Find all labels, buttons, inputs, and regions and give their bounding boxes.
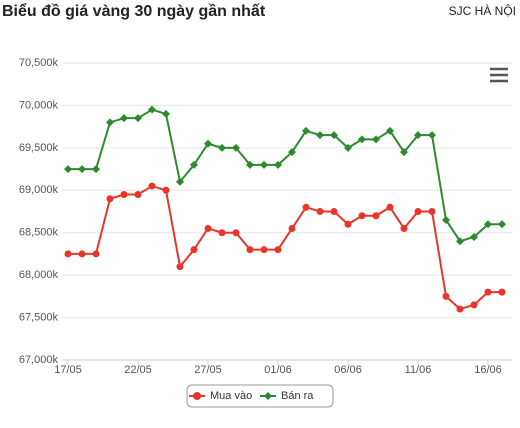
legend-marker — [193, 392, 201, 400]
point — [414, 208, 422, 215]
point — [400, 148, 408, 157]
point — [106, 195, 114, 203]
x-tick-label: 11/06 — [405, 364, 432, 376]
series-line — [68, 108, 502, 243]
point — [246, 160, 254, 169]
y-tick-label: 69,500k — [19, 142, 59, 154]
point — [260, 246, 268, 254]
point — [470, 301, 478, 309]
y-tick-label: 67,500k — [19, 311, 59, 323]
point — [456, 237, 464, 246]
point — [134, 191, 142, 199]
point — [442, 292, 450, 300]
point — [92, 250, 100, 258]
point — [218, 143, 226, 152]
point — [106, 118, 114, 127]
point — [414, 131, 422, 140]
point — [232, 143, 240, 152]
point — [428, 131, 436, 140]
point — [484, 220, 492, 229]
point — [358, 135, 366, 144]
point — [232, 229, 240, 237]
point — [120, 191, 128, 199]
y-tick-label: 68,500k — [19, 227, 59, 239]
legend-box — [186, 384, 334, 408]
point — [456, 305, 464, 313]
point — [274, 160, 282, 169]
point — [204, 139, 212, 148]
point — [260, 160, 268, 169]
point — [190, 246, 198, 254]
point — [484, 288, 492, 296]
point — [316, 208, 324, 215]
point — [148, 105, 156, 114]
point — [386, 203, 394, 211]
point — [204, 224, 212, 232]
point — [302, 126, 310, 135]
y-tick-label: 70,000k — [19, 99, 59, 111]
point — [498, 288, 506, 296]
point — [92, 165, 100, 174]
point — [162, 186, 170, 194]
point — [218, 229, 226, 237]
legend-marker — [264, 392, 272, 400]
point — [274, 246, 282, 254]
point — [330, 131, 338, 140]
point — [176, 263, 184, 271]
x-tick-label: 01/06 — [264, 364, 292, 376]
point — [358, 212, 366, 220]
x-tick-label: 27/05 — [194, 364, 222, 376]
y-tick-label: 67,000k — [19, 354, 59, 366]
point — [148, 182, 156, 190]
legend-label: Mua vào — [210, 390, 252, 402]
point — [442, 215, 450, 224]
y-tick-label: 69,000k — [19, 184, 59, 196]
point — [78, 165, 86, 174]
chart-title: Biểu đồ giá vàng 30 ngày gần nhất — [2, 2, 266, 20]
point — [344, 220, 352, 228]
point — [162, 109, 170, 118]
point — [372, 135, 380, 144]
x-tick-label: 06/06 — [334, 364, 362, 376]
chart-subtitle: SJC HÀ NỘI — [449, 3, 516, 18]
x-tick-label: 22/05 — [124, 364, 152, 376]
point — [400, 224, 408, 232]
y-tick-label: 68,000k — [19, 269, 59, 281]
x-tick-label: 17/05 — [54, 364, 82, 376]
menu-icon[interactable] — [490, 67, 508, 83]
point — [288, 224, 296, 232]
y-tick-label: 70,500k — [19, 57, 59, 69]
point — [330, 208, 338, 215]
point — [64, 250, 72, 258]
point — [288, 148, 296, 157]
point — [498, 220, 506, 229]
point — [316, 131, 324, 140]
point — [344, 143, 352, 152]
point — [120, 114, 128, 123]
point — [64, 165, 72, 174]
point — [176, 177, 184, 186]
point — [386, 126, 394, 135]
point — [470, 232, 478, 241]
point — [134, 114, 142, 123]
series-line — [68, 184, 502, 311]
point — [428, 208, 436, 215]
point — [372, 212, 380, 220]
point — [78, 250, 86, 258]
point — [190, 160, 198, 169]
legend-label: Bán ra — [281, 390, 314, 402]
point — [302, 203, 310, 211]
x-tick-label: 16/06 — [474, 364, 502, 376]
point — [246, 246, 254, 254]
